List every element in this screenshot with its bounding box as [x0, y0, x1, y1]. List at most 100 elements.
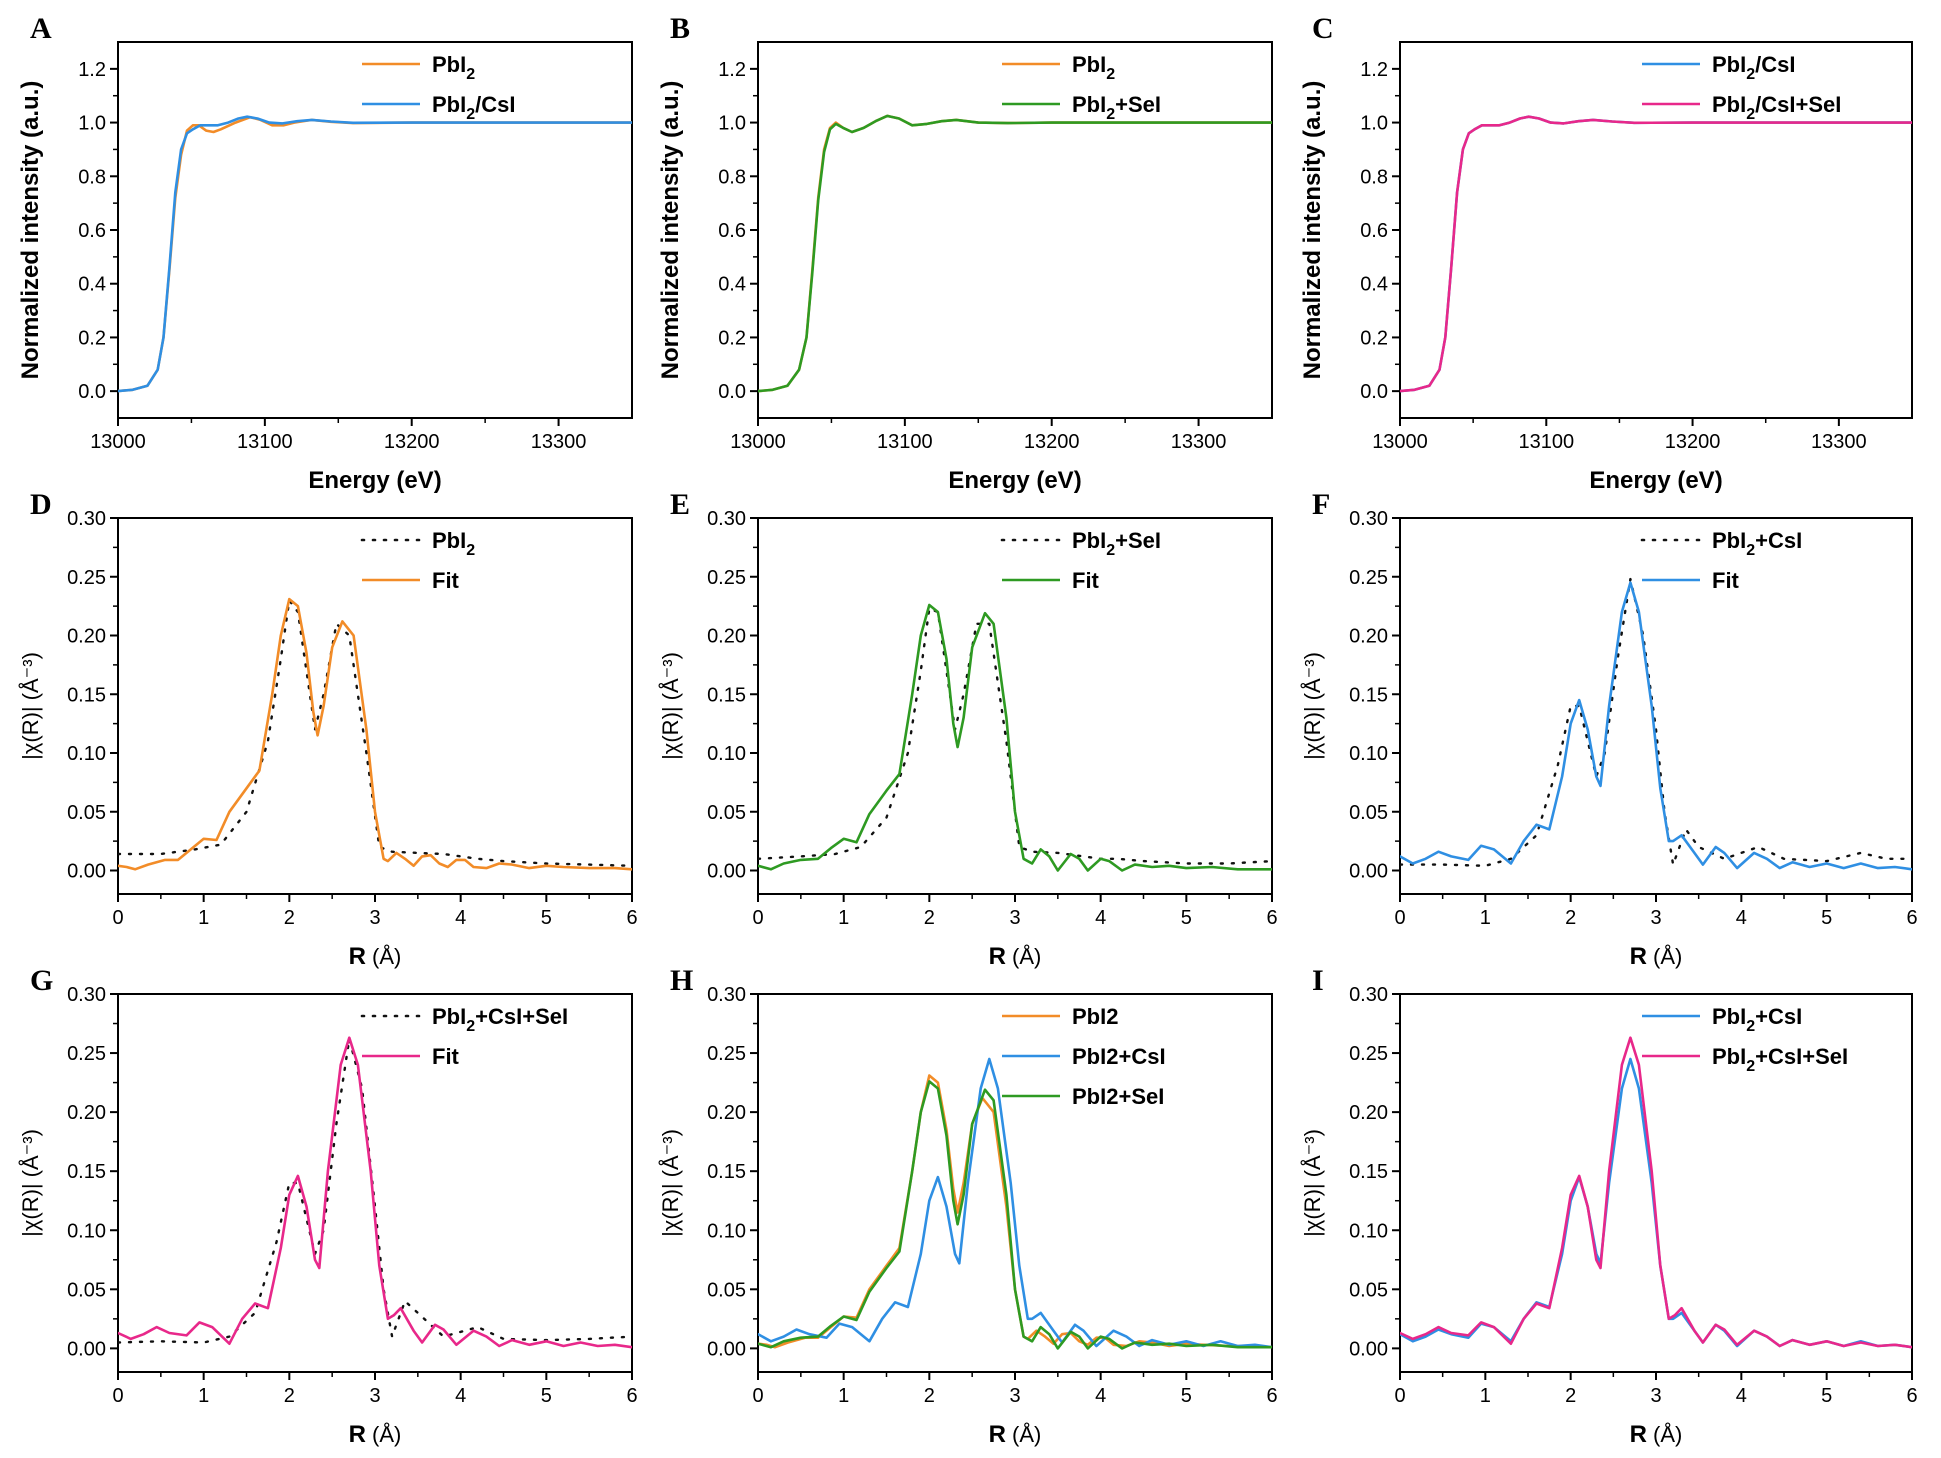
legend-label: Fit: [432, 568, 460, 593]
y-tick-label: 1.2: [78, 59, 106, 81]
panel-label: D: [30, 488, 52, 521]
y-tick-label: 0.00: [1349, 1338, 1388, 1360]
y-tick-label: 0.30: [67, 508, 106, 530]
series-line-0: [758, 607, 1272, 865]
y-tick-label: 0.8: [718, 166, 746, 188]
legend-label: PbI2: [1072, 1004, 1118, 1029]
y-tick-label: 1.2: [718, 59, 746, 81]
y-tick-label: 1.0: [718, 113, 746, 135]
series-line-1: [118, 115, 632, 393]
x-tick-label: 4: [1095, 1385, 1106, 1407]
series-line-1: [1400, 581, 1912, 871]
x-tick-label: 0: [1394, 1385, 1405, 1407]
y-tick-label: 0.05: [67, 802, 106, 824]
y-tick-label: 0.30: [67, 984, 106, 1006]
plot-frame: [757, 993, 1273, 1373]
series-line-0: [1400, 577, 1912, 867]
panel-h: H 0 1 2 3 4 5 6 0.00 0.05 0.10 0.15 0.20 0.25 0.30 R (Å)…: [658, 964, 1278, 1448]
panel-i: I 0 1 2 3 4 5 6 0.00 0.05 0.10 0.15 0.20 0.25 0.30 R (Å)…: [1300, 964, 1918, 1448]
x-tick-label: 13200: [384, 431, 440, 453]
legend-label: PbI2+CsI: [1072, 1044, 1166, 1069]
legend-label: PbI2: [432, 528, 475, 559]
y-tick-label: 0.25: [1349, 1043, 1388, 1065]
series-line-2: [758, 1080, 1272, 1350]
legend-label: Fit: [432, 1044, 460, 1069]
legend-label: Fit: [1712, 568, 1740, 593]
y-tick-label: 0.0: [718, 381, 746, 403]
x-axis-label: R (Å): [989, 1421, 1042, 1448]
y-tick-label: 0.20: [1349, 1102, 1388, 1124]
series-line-1: [758, 114, 1272, 393]
x-tick-label: 13000: [90, 431, 146, 453]
legend-label: PbI2+CsI: [1712, 528, 1802, 559]
legend-label: PbI2/CsI+SeI: [1712, 92, 1841, 123]
y-tick-label: 0.6: [718, 220, 746, 242]
panel-a: A 13000 13100 13200 13300 0.0 0.2 0.4 0.6 0.8 1.0 1…: [17, 12, 633, 494]
x-tick-label: 6: [1906, 907, 1917, 929]
series-line-0: [1400, 115, 1912, 393]
panel-label: E: [670, 488, 690, 521]
y-tick-label: 0.10: [1349, 1220, 1388, 1242]
x-tick-label: 13100: [877, 431, 933, 453]
y-tick-label: 1.0: [78, 113, 106, 135]
legend-label: PbI2+SeI: [1072, 1084, 1164, 1109]
x-tick-label: 13300: [1171, 431, 1227, 453]
y-tick-label: 0.2: [718, 327, 746, 349]
plot-frame: [117, 517, 633, 895]
y-tick-label: 0.10: [707, 1220, 746, 1242]
y-tick-label: 0.15: [1349, 684, 1388, 706]
panel-g: G 0 1 2 3 4 5 6 0.00 0.05 0.10 0.15 0.20 0.25 0.30 R (Å)…: [18, 964, 638, 1448]
y-tick-label: 0.8: [78, 166, 106, 188]
x-tick-label: 1: [1480, 1385, 1491, 1407]
panel-label: H: [670, 964, 693, 997]
plot-frame: [757, 41, 1273, 419]
y-tick-label: 0.30: [1349, 984, 1388, 1006]
y-tick-label: 0.05: [707, 802, 746, 824]
y-tick-label: 0.30: [707, 984, 746, 1006]
y-tick-label: 0.25: [67, 1043, 106, 1065]
y-tick-label: 0.15: [67, 1161, 106, 1183]
y-tick-label: 0.0: [78, 381, 106, 403]
plot-frame: [757, 517, 1273, 895]
series-line-1: [758, 603, 1272, 872]
x-tick-label: 6: [1266, 1385, 1277, 1407]
legend-label: Fit: [1072, 568, 1100, 593]
x-tick-label: 1: [198, 907, 209, 929]
y-tick-label: 0.4: [1360, 274, 1388, 296]
panel-d: D 0 1 2 3 4 5 6 0.00 0.05 0.10 0.15 0.20 0.25 0.30 R (Å)…: [18, 488, 638, 970]
y-tick-label: 0.6: [1360, 220, 1388, 242]
x-tick-label: 5: [1821, 907, 1832, 929]
y-tick-label: 0.8: [1360, 166, 1388, 188]
x-tick-label: 4: [455, 1385, 466, 1407]
x-tick-label: 5: [541, 1385, 552, 1407]
series-line-1: [118, 597, 632, 871]
y-tick-label: 0.0: [1360, 381, 1388, 403]
y-tick-label: 0.4: [718, 274, 746, 296]
x-tick-label: 2: [284, 1385, 295, 1407]
y-tick-label: 0.10: [707, 743, 746, 765]
x-tick-label: 1: [1480, 907, 1491, 929]
y-axis-label: |χ(R)|(Å⁻³): [658, 1129, 683, 1237]
y-tick-label: 0.10: [1349, 743, 1388, 765]
x-axis-label: Energy (eV): [1589, 467, 1722, 494]
y-tick-label: 0.2: [1360, 327, 1388, 349]
series-line-0: [118, 599, 632, 867]
y-tick-label: 0.4: [78, 274, 106, 296]
y-axis-label: Normalized intensity (a.u.): [657, 81, 684, 380]
x-tick-label: 13000: [1372, 431, 1428, 453]
x-tick-label: 6: [626, 907, 637, 929]
panel-e: E 0 1 2 3 4 5 6 0.00 0.05 0.10 0.15 0.20 0.25 0.30 R (Å)…: [658, 488, 1278, 970]
x-tick-label: 1: [198, 1385, 209, 1407]
x-tick-label: 0: [752, 907, 763, 929]
y-tick-label: 0.25: [67, 567, 106, 589]
x-tick-label: 3: [1650, 907, 1661, 929]
y-tick-label: 0.20: [67, 626, 106, 648]
y-tick-label: 0.00: [707, 1338, 746, 1360]
x-tick-label: 5: [1181, 1385, 1192, 1407]
panel-f: F 0 1 2 3 4 5 6 0.00 0.05 0.10 0.15 0.20 0.25 0.30 R (Å)…: [1300, 488, 1918, 970]
x-tick-label: 13100: [1518, 431, 1574, 453]
y-tick-label: 0.30: [707, 508, 746, 530]
panel-c: C 13000 13100 13200 13300 0.0 0.2 0.4 0.6 0.8 1.0 1…: [1299, 12, 1913, 494]
panel-label: F: [1312, 488, 1330, 521]
